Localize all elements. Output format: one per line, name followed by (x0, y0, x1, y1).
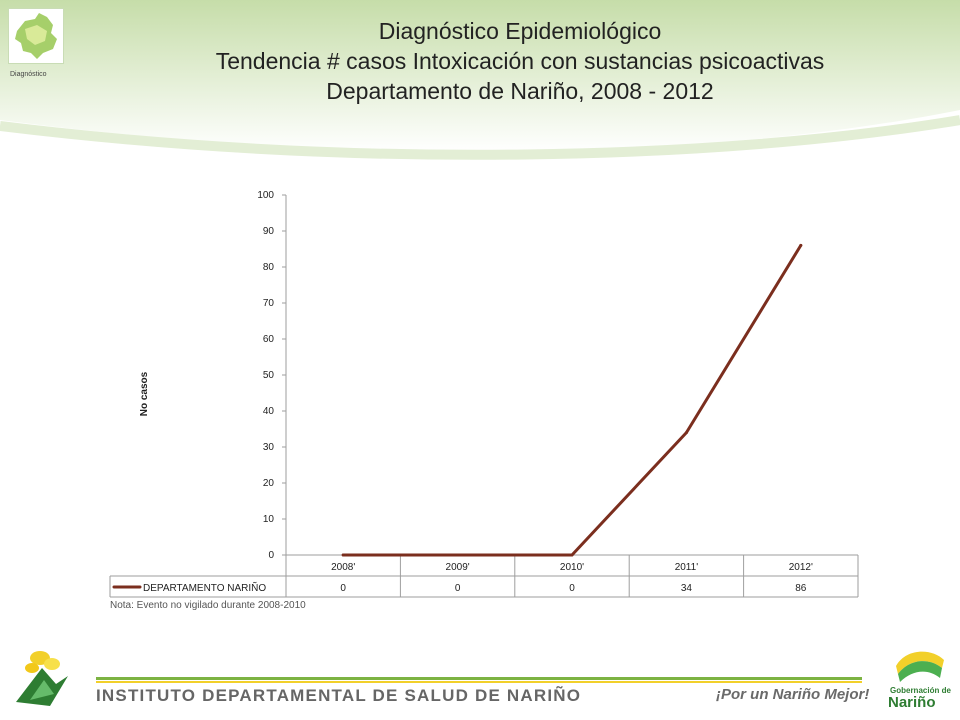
data-table-value: 0 (455, 583, 461, 594)
data-point (799, 243, 803, 247)
data-table-value: 0 (340, 583, 346, 594)
logo-caption: Diagnóstico (10, 71, 47, 78)
x-category-label: 2011' (675, 562, 699, 573)
title-line-1: Diagnóstico Epidemiológico (378, 18, 662, 44)
series-line-departamento-narino (341, 243, 803, 557)
x-category-label: 2010' (560, 562, 584, 573)
data-table-value: 0 (569, 583, 575, 594)
data-point (341, 553, 345, 557)
footer-divider-green (96, 677, 862, 680)
y-tick-label: 70 (263, 298, 275, 309)
x-category-label: 2012' (789, 562, 813, 573)
y-tick-label: 80 (263, 262, 275, 273)
data-point (456, 553, 460, 557)
y-axis-label: No casos (139, 371, 150, 416)
data-table-value: 34 (681, 583, 693, 594)
y-tick-label: 0 (268, 550, 274, 561)
title-line-2: Tendencia # casos Intoxicación con susta… (215, 48, 825, 74)
chart-note: Nota: Evento no vigilado durante 2008-20… (110, 600, 306, 611)
data-table-value: 86 (795, 583, 807, 594)
gobernacion-name: Nariño (888, 694, 936, 711)
footer-divider-yellow (96, 681, 862, 683)
title-line-3: Departamento de Nariño, 2008 - 2012 (326, 78, 714, 104)
data-point (570, 553, 574, 557)
gobernacion-label: Gobernación de (890, 686, 951, 695)
x-category-label: 2008' (331, 562, 355, 573)
y-tick-label: 40 (263, 406, 275, 417)
y-tick-label: 50 (263, 370, 275, 381)
y-tick-label: 20 (263, 478, 275, 489)
x-category-label: 2009' (446, 562, 470, 573)
y-tick-label: 60 (263, 334, 275, 345)
map-icon (15, 13, 57, 59)
footer-slogan: ¡Por un Nariño Mejor! (716, 686, 870, 703)
header-background (0, 0, 960, 160)
gobernacion-flag-logo (896, 651, 944, 682)
y-tick-label: 30 (263, 442, 275, 453)
y-tick-label: 90 (263, 226, 275, 237)
department-map-logo (8, 8, 64, 64)
legend-series-label: DEPARTAMENTO NARIÑO (143, 581, 266, 594)
y-tick-label: 10 (263, 514, 275, 525)
y-tick-label: 100 (257, 190, 274, 201)
institute-flower-logo (16, 651, 68, 706)
page-title: Diagnóstico Epidemiológico Tendencia # c… (120, 16, 920, 106)
footer-institute-name: INSTITUTO DEPARTAMENTAL DE SALUD DE NARI… (96, 686, 582, 705)
data-point (684, 431, 688, 435)
